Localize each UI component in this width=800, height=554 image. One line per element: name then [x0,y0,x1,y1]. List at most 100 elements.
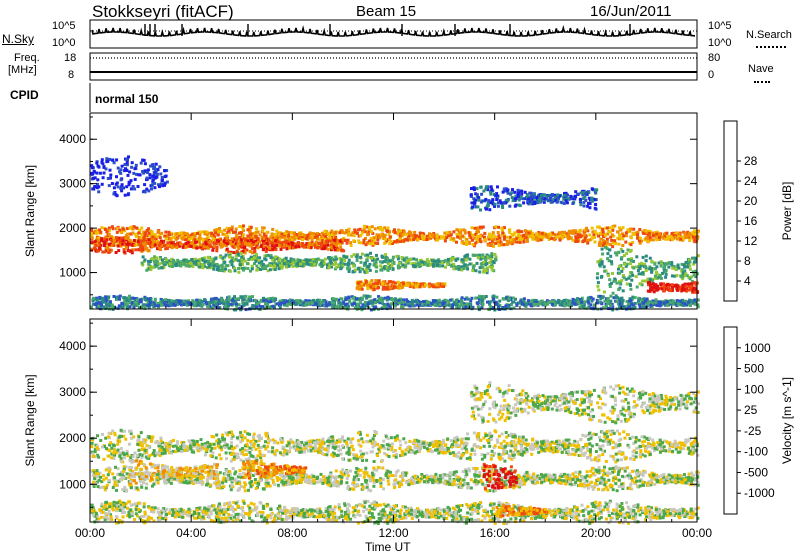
echo-cell [478,294,481,298]
echo-cell [340,249,344,253]
echo-cell [455,240,458,244]
echo-cell [425,258,429,262]
echo-cell [263,266,267,270]
echo-cell [583,228,587,232]
echo-cell [657,236,661,239]
echo-cell [595,232,599,236]
echo-cell [204,240,208,244]
echo-cell [192,304,196,308]
echo-cell [271,247,275,251]
echo-cell [629,283,632,287]
echo-cell [332,245,336,249]
echo-cell [153,255,157,259]
echo-cell [593,235,597,239]
echo-cell [437,299,441,303]
echo-cell [591,230,595,234]
echo-cell [671,266,675,270]
echo-cell [375,253,378,257]
echo-cell [687,288,691,292]
echo-cell [157,245,161,249]
echo-cell [641,279,645,283]
echo-cell [140,248,144,252]
echo-cell [583,300,587,304]
echo-cell [653,231,657,235]
echo-cell [670,232,674,235]
echo-cell [354,230,357,234]
echo-cell [119,236,123,240]
echo-cell [255,230,259,234]
echo-cell [154,240,158,244]
echo-cell [488,254,492,258]
echo-cell [145,304,149,308]
echo-cell [406,235,410,239]
echo-cell [436,282,440,286]
echo-cell [576,236,580,240]
echo-cell [333,303,336,307]
echo-cell [109,235,113,239]
echo-cell [419,237,423,240]
echo-cell [365,225,369,229]
echo-cell [206,236,210,240]
echo-cell [334,305,338,309]
echo-cell [459,234,463,238]
echo-cell [98,296,102,300]
echo-cell [301,242,305,245]
echo-cell [246,228,250,232]
echo-cell [478,253,482,257]
echo-cell [151,237,155,241]
echo-cell [401,263,405,267]
echo-cell [368,282,372,286]
echo-cell [369,285,373,289]
echo-cell [428,232,431,236]
echo-cell [140,226,144,230]
echo-cell [332,231,336,235]
echo-cell [331,240,335,244]
echo-cell [224,253,228,257]
echo-cell [285,299,289,303]
echo-cell [563,230,566,234]
echo-cell [671,274,674,278]
echo-cell [139,300,143,304]
echo-cell [434,285,438,289]
echo-cell [360,282,364,286]
echo-cell [321,242,325,246]
echo-cell [690,279,694,283]
echo-cell [638,266,642,270]
echo-cell [650,279,654,283]
echo-cell [161,258,164,262]
echo-cell [342,254,346,258]
echo-cell [99,302,102,306]
echo-cell [254,243,258,247]
echo-cell [203,264,207,268]
echo-cell [588,206,592,210]
echo-cell [115,236,119,240]
echo-cell [692,273,696,277]
echo-cell [449,298,452,302]
echo-cell [319,245,323,249]
echo-cell [370,256,373,260]
echo-cell [195,262,199,266]
echo-cell [688,231,691,235]
echo-cell [97,246,101,250]
echo-cell [368,227,372,231]
echo-cell [444,233,448,237]
echo-cell [250,238,253,242]
echo-cell [613,241,617,245]
echo-cell [451,257,455,260]
echo-cell [486,243,490,247]
echo-cell [410,234,414,238]
echo-cell [280,245,284,249]
echo-cell [184,242,188,246]
echo-cell [132,225,136,229]
echo-cell [315,243,319,247]
echo-cell [593,303,596,307]
echo-cell [365,258,369,262]
echo-cell [285,240,288,243]
echo-cell [622,234,626,238]
echo-cell [233,244,237,248]
echo-cell [117,238,121,242]
echo-cell [692,256,696,260]
echo-cell [271,236,275,240]
echo-cell [672,299,675,303]
echo-cell [263,257,267,261]
